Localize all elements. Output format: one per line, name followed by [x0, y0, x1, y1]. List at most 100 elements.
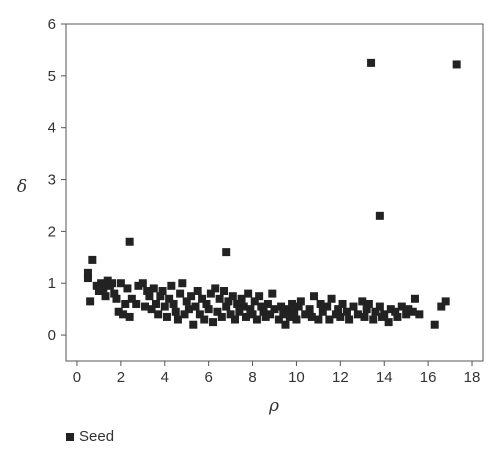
data-point [391, 307, 400, 316]
data-point [116, 279, 125, 288]
data-point [441, 297, 450, 306]
y-tick-label: 3 [48, 172, 56, 189]
y-tick-label: 5 [48, 68, 56, 85]
data-point [307, 312, 316, 321]
data-point [336, 312, 345, 321]
data-point [112, 294, 121, 303]
data-point [259, 307, 268, 316]
data-point [97, 279, 106, 288]
data-point [224, 297, 233, 306]
data-point [171, 307, 180, 316]
data-point [349, 302, 358, 311]
data-point [415, 310, 424, 319]
data-point [178, 279, 187, 288]
data-point [134, 281, 143, 290]
data-point [226, 310, 235, 319]
data-point [283, 305, 292, 314]
x-tick-label: 6 [204, 369, 212, 386]
data-point [252, 315, 261, 324]
data-point [274, 315, 283, 324]
data-point [362, 305, 371, 314]
data-point [393, 312, 402, 321]
y-tick-label: 4 [48, 120, 56, 137]
x-tick-label: 10 [288, 369, 305, 386]
data-point [410, 294, 419, 303]
x-tick-label: 2 [117, 369, 125, 386]
data-point [154, 310, 163, 319]
data-point [206, 289, 215, 298]
data-point [268, 289, 277, 298]
x-tick-label: 14 [376, 369, 393, 386]
data-point [94, 287, 103, 296]
data-point [141, 302, 150, 311]
data-point [270, 305, 279, 314]
data-point [143, 287, 152, 296]
data-point [230, 315, 239, 324]
data-point [156, 292, 165, 301]
data-point [261, 312, 270, 321]
data-point [375, 211, 384, 220]
data-point [222, 248, 231, 257]
data-point [244, 289, 253, 298]
data-point [288, 299, 297, 308]
data-point [217, 312, 226, 321]
data-point [182, 297, 191, 306]
data-point [110, 289, 119, 298]
data-point [257, 302, 266, 311]
data-point [200, 315, 209, 324]
x-tick-label: 18 [464, 369, 481, 386]
data-point [369, 315, 378, 324]
data-point [364, 299, 373, 308]
data-point [92, 281, 101, 290]
data-point [334, 305, 343, 314]
legend-marker [66, 432, 74, 441]
data-point [430, 320, 439, 329]
data-point [386, 305, 395, 314]
data-point [235, 307, 244, 316]
data-point [384, 318, 393, 327]
y-tick-label: 6 [48, 16, 56, 33]
data-point [294, 302, 303, 311]
data-point [375, 302, 384, 311]
data-point [138, 279, 147, 288]
data-point [125, 237, 134, 246]
data-point [241, 312, 250, 321]
data-point [380, 310, 389, 319]
data-point [237, 294, 246, 303]
x-tick-label: 8 [248, 369, 256, 386]
plot-frame [65, 23, 484, 362]
legend-label: Seed [79, 428, 115, 445]
data-point [292, 315, 301, 324]
data-point [323, 302, 332, 311]
y-axis-label: δ [17, 177, 27, 197]
data-point [167, 281, 176, 290]
data-point [281, 320, 290, 329]
data-point [158, 287, 167, 296]
data-point [193, 287, 202, 296]
data-point [88, 255, 97, 264]
data-point [345, 315, 354, 324]
x-tick-label: 12 [332, 369, 349, 386]
data-point [215, 294, 224, 303]
data-point [202, 299, 211, 308]
data-point [195, 310, 204, 319]
data-point [285, 312, 294, 321]
data-point [263, 299, 272, 308]
data-point [255, 292, 264, 301]
data-point [211, 284, 220, 293]
data-point [83, 268, 92, 277]
data-point [279, 310, 288, 319]
data-point [397, 302, 406, 311]
data-point [173, 315, 182, 324]
data-point [301, 310, 310, 319]
data-point [342, 307, 351, 316]
data-point [198, 294, 207, 303]
data-point [125, 312, 134, 321]
data-points [83, 58, 461, 329]
data-point [191, 302, 200, 311]
data-point [189, 320, 198, 329]
data-point [99, 284, 108, 293]
data-point [402, 310, 411, 319]
